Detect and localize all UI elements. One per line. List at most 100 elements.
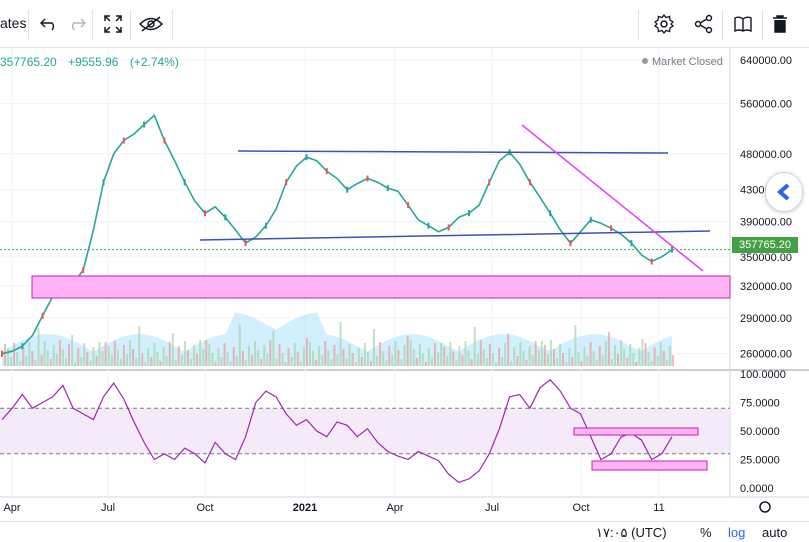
toolbar-divider: [722, 10, 723, 40]
price-candle: [143, 121, 146, 128]
volume-bar: [434, 343, 436, 366]
rsi-tick-label: 50.0000: [740, 426, 780, 438]
volume-bar: [162, 347, 165, 366]
volume-bar: [577, 352, 580, 366]
volume-bar: [464, 341, 467, 366]
price-tick-label: 640000.00: [740, 55, 792, 67]
volume-bar: [275, 358, 278, 366]
volume-bar: [388, 346, 391, 366]
volume-bar: [229, 361, 232, 366]
bottom-bar: ۱۷:۰۵ (UTC) % log auto: [0, 521, 809, 542]
time-tick-label: Jul: [101, 502, 115, 514]
settings-icon[interactable]: [650, 10, 678, 38]
volume-bar: [52, 345, 55, 366]
volume-bar: [659, 342, 662, 366]
toolbar-divider: [172, 10, 173, 40]
volume-bar: [366, 352, 369, 366]
volume-bar: [476, 354, 479, 366]
volume-bar: [373, 329, 375, 366]
volume-bar: [302, 347, 305, 366]
undo-icon[interactable]: [35, 10, 63, 38]
volume-bar: [248, 346, 250, 366]
share-icon[interactable]: [690, 10, 718, 38]
volume-bar: [376, 356, 379, 366]
volume-bar: [528, 346, 531, 366]
volume-bar: [357, 348, 360, 366]
volume-bar: [455, 360, 458, 366]
price-candle: [407, 202, 410, 209]
volume-bar: [135, 358, 138, 366]
price-candle: [82, 267, 85, 274]
volume-bar: [232, 347, 235, 366]
price-candle: [650, 258, 653, 265]
volume-bar: [13, 343, 16, 366]
time-display[interactable]: ۱۷:۰۵ (UTC): [596, 525, 667, 540]
volume-bar: [452, 351, 455, 366]
symbol-label[interactable]: ates: [0, 15, 27, 31]
volume-bar: [412, 349, 415, 366]
volume-bar: [446, 356, 449, 366]
volume-bar: [470, 359, 473, 366]
log-toggle[interactable]: log: [728, 525, 746, 540]
volume-bar: [101, 351, 104, 366]
time-tick-label: Oct: [196, 502, 213, 514]
volume-bar: [467, 350, 470, 366]
market-status: Market Closed: [642, 56, 723, 68]
expand-panel-button[interactable]: [765, 172, 803, 212]
price-tick-label: 560000.00: [740, 99, 792, 111]
hide-drawings-icon[interactable]: [137, 10, 165, 38]
volume-bar: [244, 360, 247, 366]
volume-bar: [290, 357, 293, 366]
time-tick-label: Jul: [485, 502, 499, 514]
volume-bar: [525, 360, 528, 366]
volume-bar: [379, 342, 382, 366]
volume-bar: [342, 349, 345, 366]
volume-bar: [339, 322, 342, 366]
volume-bar: [141, 353, 144, 366]
price-chart[interactable]: 640000.00560000.00480000.00430000.003900…: [0, 48, 809, 521]
volume-bar: [119, 359, 122, 366]
volume-bar: [208, 344, 211, 366]
price-change-percent: (+2.74%): [129, 55, 179, 69]
volume-bar: [665, 360, 668, 366]
percent-toggle[interactable]: %: [700, 525, 712, 540]
volume-bar: [293, 343, 296, 366]
volume-bar: [168, 342, 171, 366]
price-candle: [1, 350, 3, 357]
volume-bar: [281, 353, 284, 366]
volume-bar: [312, 351, 314, 366]
volume-bar: [351, 353, 354, 366]
volume-bar: [513, 347, 516, 366]
volume-bar: [65, 358, 67, 366]
volume-bar: [421, 353, 424, 366]
volume-bar: [309, 342, 311, 366]
volume-bar: [641, 339, 644, 366]
time-tick-label: Apr: [3, 502, 20, 514]
volume-bar: [644, 343, 647, 366]
volume-bar: [37, 328, 40, 366]
volume-bar: [473, 327, 476, 366]
volume-bar: [668, 346, 671, 366]
redo-icon[interactable]: [63, 10, 91, 38]
volume-bar: [89, 361, 92, 366]
volume-bar: [553, 349, 555, 366]
volume-bar: [592, 351, 595, 366]
volume-bar: [479, 340, 482, 366]
snapshot-icon[interactable]: [729, 10, 757, 38]
volume-bar: [488, 344, 491, 366]
volume-bar: [113, 341, 116, 366]
toolbar-divider: [92, 10, 93, 40]
volume-bar: [177, 346, 180, 366]
volume-bar: [34, 360, 37, 366]
trash-icon[interactable]: [766, 10, 794, 38]
volume-bar: [427, 348, 430, 366]
auto-toggle[interactable]: auto: [762, 525, 788, 540]
volume-bar: [595, 360, 598, 366]
fullscreen-icon[interactable]: [99, 10, 127, 38]
drawing-rsi-zone-upper: [573, 427, 699, 436]
axis-settings-icon[interactable]: [759, 501, 771, 513]
volume-bar: [620, 340, 623, 366]
volume-bar: [485, 358, 488, 366]
volume-bar: [601, 355, 604, 366]
price-candle: [488, 179, 491, 186]
